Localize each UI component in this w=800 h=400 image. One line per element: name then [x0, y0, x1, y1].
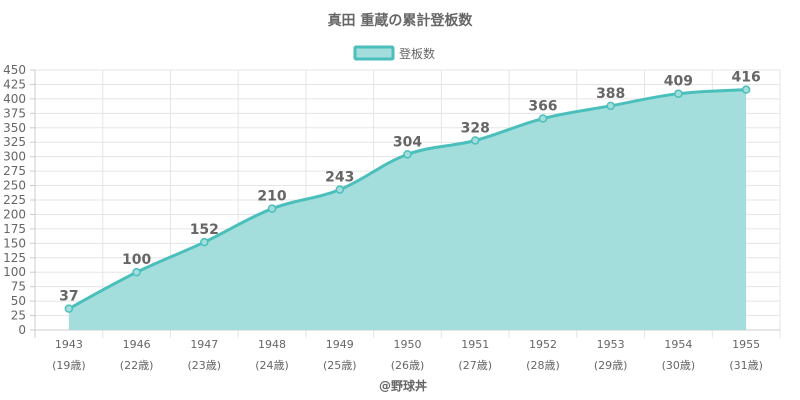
legend[interactable]: 登板数 — [353, 45, 435, 61]
y-tick-label-10: 250 — [3, 179, 26, 193]
x-tick-label-1: 1946 — [123, 338, 151, 351]
data-label-8: 388 — [596, 86, 625, 102]
x-tick-sublabel-2: (23歳) — [188, 359, 222, 372]
data-point-9 — [674, 89, 683, 98]
data-point-0 — [64, 304, 74, 313]
x-tick-label-6: 1951 — [461, 338, 489, 351]
data-label-4: 243 — [325, 170, 354, 186]
chart-title: 真田 重蔵の累計登板数 — [328, 12, 474, 29]
data-label-2: 152 — [190, 222, 219, 238]
data-point-8 — [606, 101, 615, 111]
y-tick-label-15: 375 — [3, 106, 26, 120]
x-tick-label-3: 1948 — [258, 338, 286, 351]
x-tick-sublabel-6: (27歳) — [458, 359, 492, 372]
data-label-10: 416 — [732, 70, 761, 86]
credit-text: @野球丼 — [379, 378, 427, 393]
y-tick-label-11: 275 — [3, 164, 26, 178]
y-tick-label-13: 325 — [3, 135, 26, 149]
x-tick-sublabel-4: (25歳) — [323, 359, 357, 372]
x-tick-label-8: 1953 — [597, 338, 625, 351]
legend-label: 登板数 — [399, 46, 435, 61]
label-layer: 37 100 152 210 243 304 328 366 388 409 416 — [59, 70, 761, 305]
data-label-0: 37 — [59, 289, 78, 305]
data-label-9: 409 — [664, 74, 693, 90]
x-tick-sublabel-10: (31歳) — [729, 359, 763, 372]
y-tick-label-2: 50 — [11, 294, 26, 308]
x-tick-label-5: 1950 — [394, 338, 422, 351]
x-tick-label-4: 1949 — [326, 338, 354, 351]
y-tick-label-0: 0 — [18, 323, 26, 337]
legend-swatch — [353, 45, 395, 61]
x-tick-label-2: 1947 — [190, 338, 218, 351]
y-tick-label-8: 200 — [3, 207, 26, 221]
x-tick-label-0: 1943 — [55, 338, 83, 351]
data-point-7 — [538, 114, 548, 123]
data-point-4 — [335, 185, 345, 194]
y-tick-label-17: 425 — [3, 77, 26, 91]
data-label-1: 100 — [122, 252, 151, 268]
series-layer — [64, 85, 751, 331]
y-tick-label-14: 350 — [3, 121, 26, 135]
x-tick-sublabel-1: (22歳) — [120, 359, 154, 372]
y-tick-label-6: 150 — [3, 236, 26, 250]
y-tick-label-1: 25 — [11, 309, 26, 323]
y-tick-label-18: 450 — [3, 63, 26, 77]
x-tick-label-9: 1954 — [664, 338, 692, 351]
x-tick-sublabel-5: (26歳) — [391, 359, 425, 372]
data-point-1 — [132, 267, 141, 277]
data-point-6 — [470, 136, 480, 145]
data-label-7: 366 — [528, 99, 557, 115]
x-tick-sublabel-3: (24歳) — [255, 359, 289, 372]
y-tick-label-12: 300 — [3, 150, 26, 164]
data-point-3 — [267, 204, 277, 213]
data-point-2 — [200, 237, 209, 247]
data-label-5: 304 — [393, 134, 422, 150]
data-label-3: 210 — [257, 189, 286, 205]
x-tick-sublabel-9: (30歳) — [662, 359, 696, 372]
y-tick-label-4: 100 — [3, 265, 26, 279]
data-point-10 — [741, 85, 751, 94]
axis-layer: 0255075100125150175200225250275300325350… — [3, 63, 780, 372]
y-tick-label-5: 125 — [3, 251, 26, 265]
data-label-6: 328 — [461, 120, 490, 136]
y-tick-label-16: 400 — [3, 92, 26, 106]
y-tick-label-9: 225 — [3, 193, 26, 207]
y-tick-label-7: 175 — [3, 222, 26, 236]
x-tick-label-10: 1955 — [732, 338, 760, 351]
x-tick-sublabel-7: (28歳) — [526, 359, 560, 372]
x-tick-sublabel-0: (19歳) — [52, 359, 86, 372]
y-tick-label-3: 75 — [11, 280, 26, 294]
x-tick-label-7: 1952 — [529, 338, 557, 351]
area-fill — [68, 89, 747, 331]
data-point-5 — [403, 150, 412, 159]
x-tick-sublabel-8: (29歳) — [594, 359, 628, 372]
